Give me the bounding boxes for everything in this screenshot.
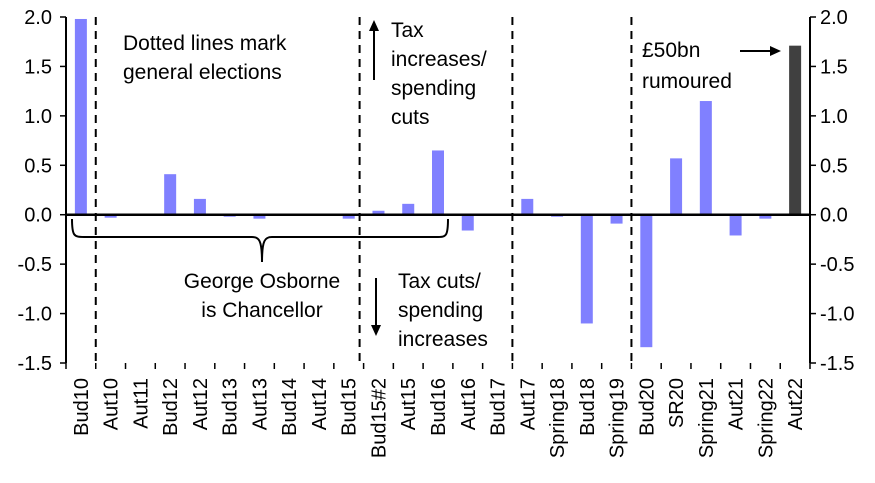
x-tick-label: Aut17 [517,378,539,430]
x-tick-label: Aut13 [249,378,271,430]
x-tick-label: Spring18 [547,378,569,458]
x-tick-label: Bud20 [636,378,658,436]
bar-Aut16 [461,214,474,231]
bar-Spring22 [759,214,772,219]
y-tick-label-left: 0.0 [24,205,52,227]
up-note-line3: spending [391,77,476,100]
y-tick-label-right: 1.0 [820,106,848,128]
down-arrow-icon [371,278,381,336]
bar-Aut22 [789,45,802,215]
x-tick-label: Aut15 [398,378,420,430]
y-tick-label-right: 1.5 [820,56,848,78]
down-note-line1: Tax cuts/ [398,270,481,293]
bars-group [74,18,802,348]
up-arrow-icon [369,20,379,80]
y-tick-label-right: -1.0 [820,304,854,326]
bar-Bud15#2 [372,210,385,215]
up-note-line2: increases/ [391,48,487,71]
rumour-note-line1: £50bn [642,39,700,62]
x-tick-label: Spring21 [696,378,718,458]
bar-Bud20 [640,214,653,348]
y-tick-label-left: 1.0 [24,106,52,128]
osborne-note-line1: George Osborne [184,270,340,293]
x-tick-label: Spring19 [607,378,629,458]
y-tick-label-right: 2.0 [820,7,848,29]
bar-Aut15 [402,203,415,215]
bar-Bud15 [342,214,355,219]
bar-Aut17 [521,198,534,215]
y-tick-label-left: 0.5 [24,155,52,177]
bar-Aut10 [104,214,117,218]
x-tick-label: Bud10 [71,378,93,436]
osborne-note-line2: is Chancellor [201,299,322,322]
x-tick-label: Bud18 [577,378,599,436]
y-tick-label-left: 1.5 [24,56,52,78]
up-note-line1: Tax [391,19,424,42]
x-tick-label: Bud17 [488,378,510,436]
down-note-line2: spending [398,299,483,322]
bar-Bud18 [580,214,593,324]
bar-Spring19 [610,214,623,224]
bar-Bud12 [164,174,177,215]
y-tick-label-left: -1.5 [18,353,52,375]
x-tick-label: Aut21 [726,378,748,430]
y-tick-label-left: -0.5 [18,254,52,276]
x-tick-label: Aut12 [190,378,212,430]
elections-note-line2: general elections [123,61,282,84]
rumour-note-line2: rumoured [642,70,732,93]
x-tick-label: Bud15#2 [368,378,390,458]
x-tick-label: Bud16 [428,378,450,436]
bar-Spring21 [699,101,712,215]
bar-Aut13 [253,214,266,219]
right-arrow-icon [740,46,781,56]
bar-Aut12 [193,198,206,215]
x-tick-label: Bud14 [279,378,301,436]
x-tick-label: Aut14 [309,378,331,430]
election-lines [94,17,633,363]
osborne-brace [71,218,449,263]
x-tick-label: Bud12 [160,378,182,436]
x-tick-label: SR20 [666,378,688,428]
x-tick-label: Aut22 [785,378,807,430]
y-tick-label-left: -1.0 [18,304,52,326]
bar-Bud16 [432,150,444,215]
y-tick-label-right: 0.5 [820,155,848,177]
x-tick-label: Bud15 [339,378,361,436]
y-tick-label-right: -1.5 [820,353,854,375]
bar-Bud10 [74,18,87,215]
y-tick-label-right: -0.5 [820,254,854,276]
x-tick-label: Spring22 [755,378,777,458]
x-tick-label: Bud13 [220,378,242,436]
bar-Aut21 [729,214,742,236]
x-tick-label: Aut10 [101,378,123,430]
x-tick-label: Aut11 [130,378,152,429]
elections-note-line1: Dotted lines mark [123,32,287,55]
ticks-group: Bud10 Aut10 Aut11 Bud12 Aut12 Bud13 Aut13 Bud14… [18,7,855,458]
y-tick-label-right: 0.0 [820,205,848,227]
x-tick-label: Aut16 [458,378,480,430]
bar-SR20 [670,158,683,215]
y-tick-label-left: 2.0 [24,7,52,29]
down-note-line3: increases [398,328,488,351]
up-note-line4: cuts [391,106,430,129]
